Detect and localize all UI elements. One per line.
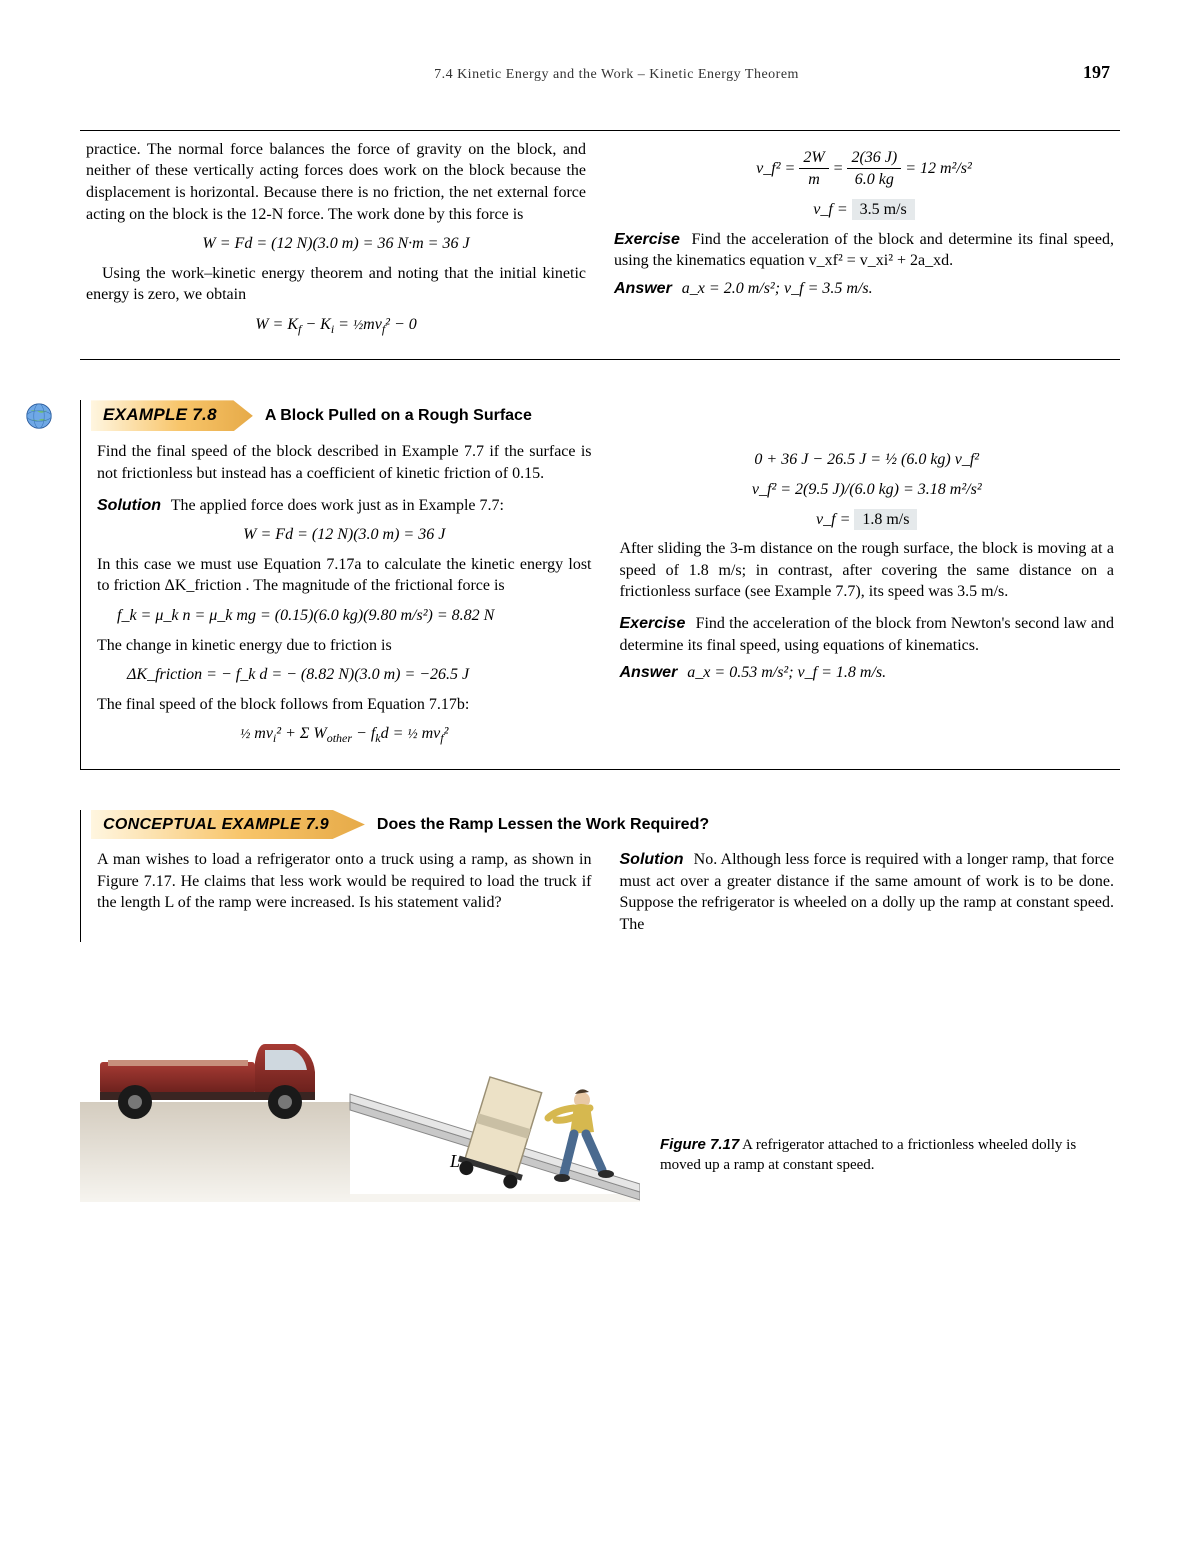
ex78-p4: The final speed of the block follows fro…: [97, 694, 592, 716]
ex78r-eq3: v_f = 1.8 m/s: [620, 509, 1115, 531]
answer-label: Answer: [614, 278, 672, 300]
exercise-label: Exercise: [614, 229, 680, 251]
top-right-answer: Answer a_x = 2.0 m/s²; v_f = 3.5 m/s.: [614, 278, 1114, 300]
ex78-sol: Solution The applied force does work jus…: [97, 495, 592, 517]
ex78-eq1: W = Fd = (12 N)(3.0 m) = 36 J: [97, 524, 592, 546]
example-tag: CONCEPTUAL EXAMPLE 7.9: [91, 810, 365, 840]
ex78-p3: The change in kinetic energy due to fric…: [97, 635, 592, 657]
continuation-box: practice. The normal force balances the …: [80, 130, 1120, 361]
ex78r-exercise: Exercise Find the acceleration of the bl…: [620, 613, 1115, 656]
top-right-eq2: v_f = 3.5 m/s: [614, 199, 1114, 221]
figure-caption: Figure 7.17 A refrigerator attached to a…: [660, 1135, 1120, 1212]
figure-illustration: L: [80, 982, 640, 1212]
top-right-exercise: Exercise Find the acceleration of the bl…: [614, 229, 1114, 272]
page-number: 197: [1083, 60, 1110, 84]
ex78r-eq2: v_f² = 2(9.5 J)/(6.0 kg) = 3.18 m²/s²: [620, 479, 1115, 501]
answer-label: Answer: [620, 662, 678, 684]
solution-label: Solution: [97, 495, 161, 517]
top-right-eq1: v_f² = 2Wm = 2(36 J)6.0 kg = 12 m²/s²: [614, 147, 1114, 191]
top-left-eq1: W = Fd = (12 N)(3.0 m) = 36 N·m = 36 J: [86, 233, 586, 255]
ex79-q: A man wishes to load a refrigerator onto…: [97, 849, 592, 914]
ex78r-eq1: 0 + 36 J − 26.5 J = ½ (6.0 kg) v_f²: [620, 449, 1115, 471]
example-7-8-box: EXAMPLE 7.8 A Block Pulled on a Rough Su…: [80, 400, 1120, 769]
ex78-eq3: ΔK_friction = − f_k d = − (8.82 N)(3.0 m…: [97, 664, 592, 686]
ex79-sol: Solution No. Although less force is requ…: [620, 849, 1115, 935]
ex78-p2: In this case we must use Equation 7.17a …: [97, 554, 592, 597]
exercise-label: Exercise: [620, 613, 686, 635]
ex78r-p1: After sliding the 3-m distance on the ro…: [620, 538, 1115, 603]
example-tag: EXAMPLE 7.8: [91, 400, 253, 431]
figure-7-17: L: [80, 982, 1120, 1212]
solution-label: Solution: [620, 849, 684, 871]
globe-icon: [25, 402, 53, 430]
ex78r-answer: Answer a_x = 0.53 m/s²; v_f = 1.8 m/s.: [620, 662, 1115, 684]
top-left-eq2: W = Kf − Ki = ½mvf² − 0: [86, 314, 586, 337]
example-title: Does the Ramp Lessen the Work Required?: [377, 814, 709, 836]
example-title: A Block Pulled on a Rough Surface: [265, 405, 532, 427]
ex78-eq2: f_k = μ_k n = μ_k mg = (0.15)(6.0 kg)(9.…: [97, 605, 592, 627]
ex78-eq4: ½ mvi² + Σ Wother − fkd = ½ mvf²: [97, 723, 592, 746]
example-7-9-box: CONCEPTUAL EXAMPLE 7.9 Does the Ramp Les…: [80, 810, 1120, 942]
page-header: 7.4 Kinetic Energy and the Work – Kineti…: [80, 60, 1120, 85]
top-left-p1: practice. The normal force balances the …: [86, 139, 586, 225]
top-left-p2: Using the work–kinetic energy theorem an…: [86, 263, 586, 306]
ex78-q: Find the final speed of the block descri…: [97, 441, 592, 484]
section-title: 7.4 Kinetic Energy and the Work – Kineti…: [150, 66, 1083, 85]
